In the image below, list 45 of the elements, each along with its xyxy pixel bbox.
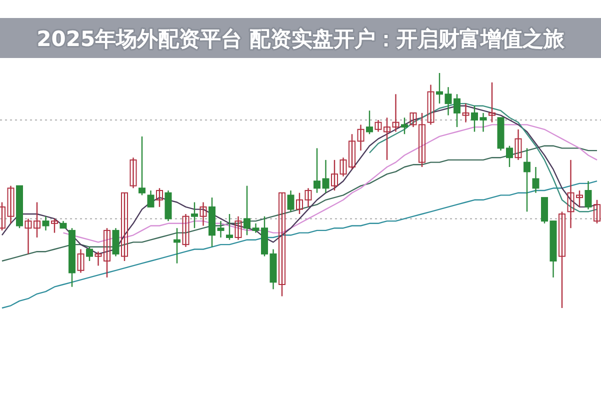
candlestick [200, 202, 207, 226]
candlestick [121, 192, 128, 262]
candlestick [357, 124, 364, 152]
candlestick [191, 202, 198, 229]
candlestick [558, 211, 566, 309]
chart-title: 2025年场外配资平台 配资实盘开户：开启财富增值之旅 [36, 27, 566, 51]
candlestick [584, 180, 592, 210]
candlestick [244, 185, 250, 236]
candlestick [182, 213, 190, 248]
candlestick [138, 136, 146, 196]
candlestick [480, 112, 487, 132]
candlestick [401, 117, 408, 135]
candlestick [524, 148, 530, 212]
candlestick [77, 248, 84, 274]
candlestick [42, 216, 50, 232]
candlestick [217, 220, 224, 238]
candlestick [226, 213, 233, 240]
candlestick [51, 218, 58, 234]
candlestick [488, 82, 496, 123]
candlestick [436, 72, 443, 104]
candlestick [331, 159, 338, 192]
candlestick [147, 190, 154, 208]
candlestick [322, 159, 330, 194]
candlestick [532, 166, 540, 194]
candlestick [427, 84, 434, 126]
candlestick [174, 228, 180, 264]
candlestick [541, 196, 548, 224]
candlestick [234, 216, 242, 240]
candlestick [462, 102, 470, 123]
candlestick [471, 105, 478, 132]
candlestick [514, 128, 522, 161]
candlestick [130, 157, 137, 189]
candlestick [392, 94, 400, 132]
candlestick [7, 185, 14, 224]
candlestick [366, 110, 373, 135]
candlestick [287, 190, 294, 212]
candlestick [112, 228, 120, 257]
candlestick [278, 192, 286, 297]
candlestick [594, 199, 600, 224]
candlestick [296, 192, 303, 215]
candlestick [304, 188, 312, 208]
candlestick [0, 202, 6, 232]
candlestick [314, 148, 320, 194]
candlestick [86, 246, 93, 262]
candlestick [156, 188, 163, 208]
